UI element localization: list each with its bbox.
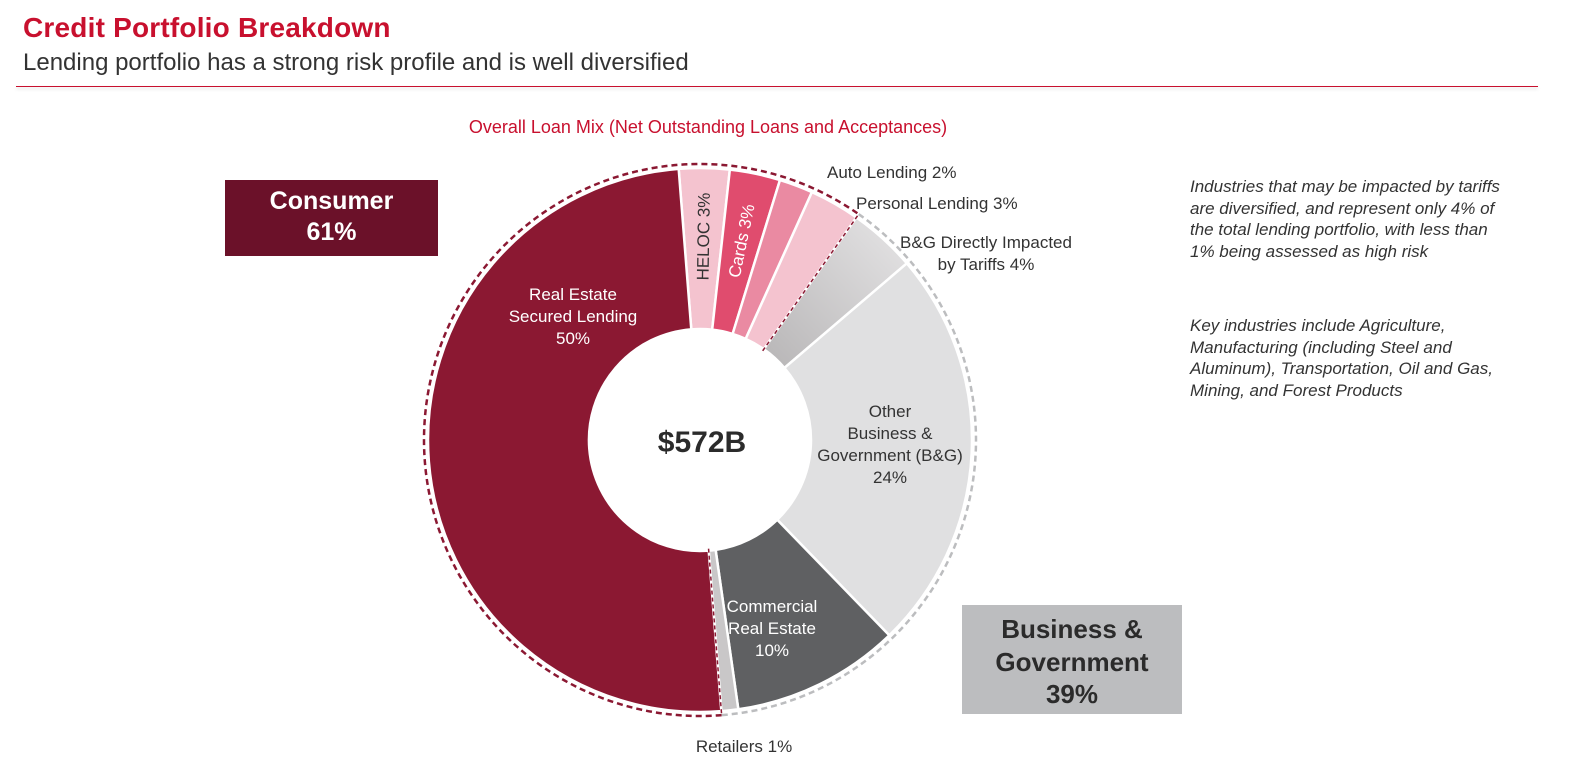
bg-group-percent: 39% xyxy=(1045,679,1099,709)
consumer-group-name: Consumer xyxy=(269,187,394,215)
slice-other-business-and-government-bandg xyxy=(775,261,974,638)
business-government-group-outline xyxy=(721,213,978,717)
bg-group-name-line2: Government xyxy=(995,646,1149,677)
slice-commercial-real-estate xyxy=(714,517,892,711)
header-divider xyxy=(16,86,1538,87)
consumer-group-percent: 61% xyxy=(306,218,357,247)
slice-real-estate-secured-lending xyxy=(426,167,723,714)
label-retailers: Retailers 1% xyxy=(696,737,792,756)
consumer-group-box: Consumer 61% xyxy=(225,180,438,256)
label-real-estate-secured-lending: Real Estate Secured Lending 50% xyxy=(509,285,638,348)
bg-group-name-line1: Business & xyxy=(1001,614,1143,644)
page-title: Credit Portfolio Breakdown xyxy=(23,12,391,43)
donut-total-label: $572B xyxy=(658,426,746,459)
label-auto-lending: Auto Lending 2% xyxy=(827,163,957,182)
chart-title: Overall Loan Mix (Net Outstanding Loans … xyxy=(468,117,948,137)
key-industries-note: Key industries include Agriculture, Manu… xyxy=(1190,316,1493,400)
label-other-business-government: Other Business & Government (B&G) 24% xyxy=(817,402,963,487)
label-bg-directly-impacted-by-tariffs: B&G Directly Impacted by Tariffs 4% xyxy=(900,233,1072,274)
business-government-group-box: Business & Government 39% xyxy=(962,605,1182,714)
consumer-group-outline xyxy=(422,162,860,718)
label-personal-lending: Personal Lending 3% xyxy=(856,194,1018,213)
label-commercial-real-estate: Commercial Real Estate 10% xyxy=(727,597,818,660)
label-heloc: HELOC 3% xyxy=(694,192,714,280)
page-subtitle: Lending portfolio has a strong risk prof… xyxy=(23,49,689,76)
tariff-note: Industries that may be impacted by tarif… xyxy=(1190,177,1500,261)
